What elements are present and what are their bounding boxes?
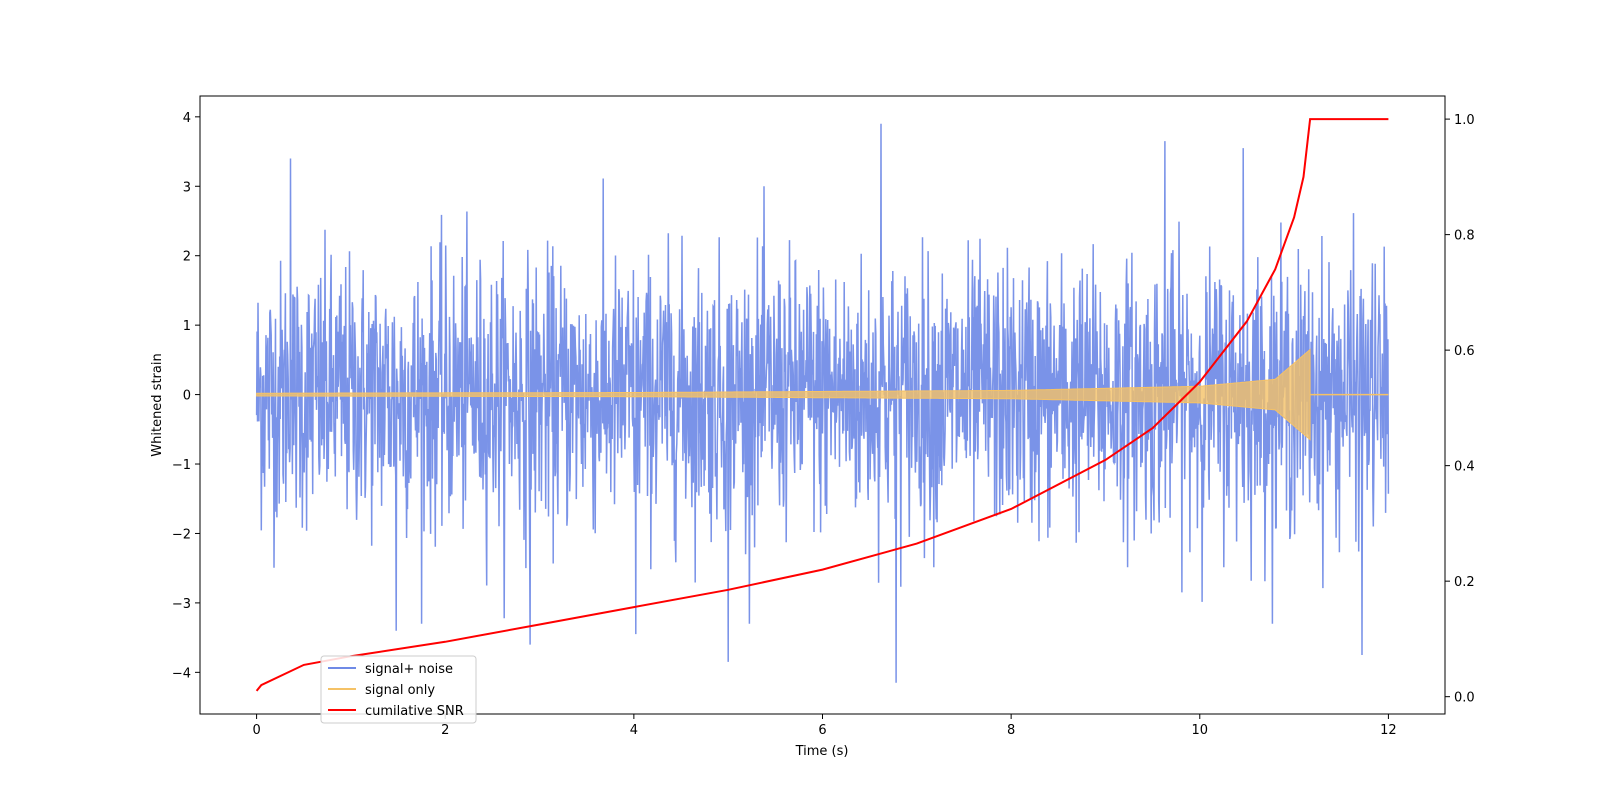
y2-tick-label: 1.0 — [1454, 113, 1475, 128]
y-tick-label: 3 — [183, 180, 191, 195]
legend-label-signal-only: signal only — [365, 683, 435, 698]
legend-label-cumulative-snr: cumilative SNR — [365, 704, 464, 719]
series-line-signal-only — [256, 348, 1311, 441]
series-line-cumulative-snr — [255, 118, 1389, 692]
x-axis: 0 2 4 6 8 10 12 — [252, 714, 1397, 738]
legend-label-signal-noise: signal+ noise — [365, 662, 453, 677]
y-tick-label: 2 — [183, 250, 191, 265]
series-line-signal-noise — [255, 123, 1390, 683]
y-axis-right: 1.0 0.8 0.6 0.4 0.2 0.0 — [1445, 113, 1475, 706]
x-tick-label: 4 — [630, 723, 638, 738]
y-tick-label: −2 — [172, 527, 191, 542]
x-tick-label: 6 — [818, 723, 826, 738]
y2-tick-label: 0.0 — [1454, 691, 1475, 706]
x-tick-label: 12 — [1380, 723, 1397, 738]
legend: signal+ noise signal only cumilative SNR — [320, 655, 477, 724]
y2-tick-label: 0.8 — [1454, 229, 1475, 244]
y-tick-label: 4 — [183, 111, 191, 126]
y2-tick-label: 0.4 — [1454, 460, 1475, 475]
x-tick-label: 0 — [252, 723, 260, 738]
y2-tick-label: 0.2 — [1454, 575, 1475, 590]
x-tick-label: 10 — [1191, 723, 1208, 738]
y-tick-label: −4 — [172, 666, 191, 681]
plot-area — [255, 118, 1390, 692]
x-axis-label: Time (s) — [795, 744, 849, 759]
y-tick-label: −3 — [172, 597, 191, 612]
x-tick-label: 8 — [1007, 723, 1015, 738]
y-tick-label: −1 — [172, 458, 191, 473]
y-tick-label: 0 — [183, 389, 191, 404]
y-axis-label: Whitened strain — [150, 353, 165, 456]
y-tick-label: 1 — [183, 319, 191, 334]
legend-frame — [320, 655, 477, 724]
y2-tick-label: 0.6 — [1454, 344, 1475, 359]
y-axis-left: 4 3 2 1 0 −1 −2 −3 −4 — [172, 111, 200, 681]
x-tick-label: 2 — [441, 723, 449, 738]
